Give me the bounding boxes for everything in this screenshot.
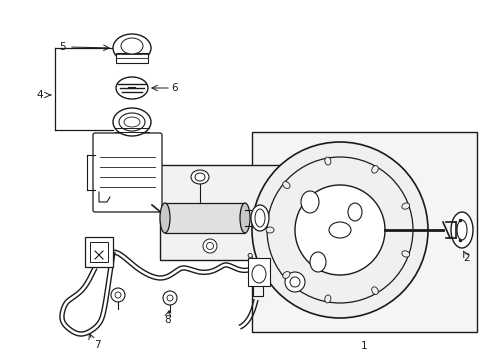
Ellipse shape bbox=[251, 142, 427, 318]
Ellipse shape bbox=[309, 252, 325, 272]
Ellipse shape bbox=[195, 173, 204, 181]
Ellipse shape bbox=[282, 181, 289, 188]
Ellipse shape bbox=[265, 227, 273, 233]
Bar bbox=[85, 237, 113, 267]
Ellipse shape bbox=[456, 220, 466, 240]
FancyBboxPatch shape bbox=[93, 133, 162, 212]
Ellipse shape bbox=[191, 170, 208, 184]
Bar bbox=[164, 203, 244, 233]
Circle shape bbox=[163, 291, 177, 305]
Text: 4: 4 bbox=[37, 90, 43, 100]
Ellipse shape bbox=[250, 205, 268, 231]
Ellipse shape bbox=[282, 271, 289, 278]
Ellipse shape bbox=[450, 212, 472, 248]
Circle shape bbox=[206, 243, 213, 249]
Circle shape bbox=[289, 277, 299, 287]
Ellipse shape bbox=[113, 108, 151, 136]
Ellipse shape bbox=[160, 203, 170, 233]
Bar bbox=[116, 53, 148, 63]
Ellipse shape bbox=[119, 113, 145, 131]
Bar bbox=[251, 132, 476, 332]
Bar bbox=[247, 258, 269, 286]
Text: 9: 9 bbox=[246, 253, 253, 263]
Bar bbox=[160, 165, 334, 260]
Text: 1: 1 bbox=[361, 341, 367, 351]
Ellipse shape bbox=[121, 38, 142, 54]
Ellipse shape bbox=[124, 117, 140, 127]
Text: 7: 7 bbox=[94, 340, 100, 350]
Ellipse shape bbox=[401, 251, 409, 257]
Ellipse shape bbox=[324, 157, 330, 165]
Ellipse shape bbox=[116, 77, 148, 99]
Ellipse shape bbox=[328, 222, 350, 238]
Ellipse shape bbox=[294, 185, 384, 275]
Bar bbox=[90, 242, 108, 262]
Circle shape bbox=[111, 288, 125, 302]
Ellipse shape bbox=[324, 295, 330, 303]
Ellipse shape bbox=[371, 166, 378, 173]
Ellipse shape bbox=[401, 203, 409, 209]
Text: 5: 5 bbox=[60, 42, 66, 52]
Text: 6: 6 bbox=[171, 83, 178, 93]
Text: 2: 2 bbox=[463, 253, 469, 263]
Text: 3: 3 bbox=[146, 197, 153, 207]
Text: 8: 8 bbox=[164, 315, 171, 325]
Circle shape bbox=[167, 295, 173, 301]
Ellipse shape bbox=[301, 191, 318, 213]
Ellipse shape bbox=[240, 203, 249, 233]
Ellipse shape bbox=[347, 203, 361, 221]
Circle shape bbox=[115, 292, 121, 298]
Ellipse shape bbox=[113, 34, 151, 62]
Ellipse shape bbox=[251, 265, 265, 283]
Circle shape bbox=[285, 272, 305, 292]
Ellipse shape bbox=[254, 209, 264, 227]
Circle shape bbox=[203, 239, 217, 253]
Ellipse shape bbox=[371, 287, 378, 294]
